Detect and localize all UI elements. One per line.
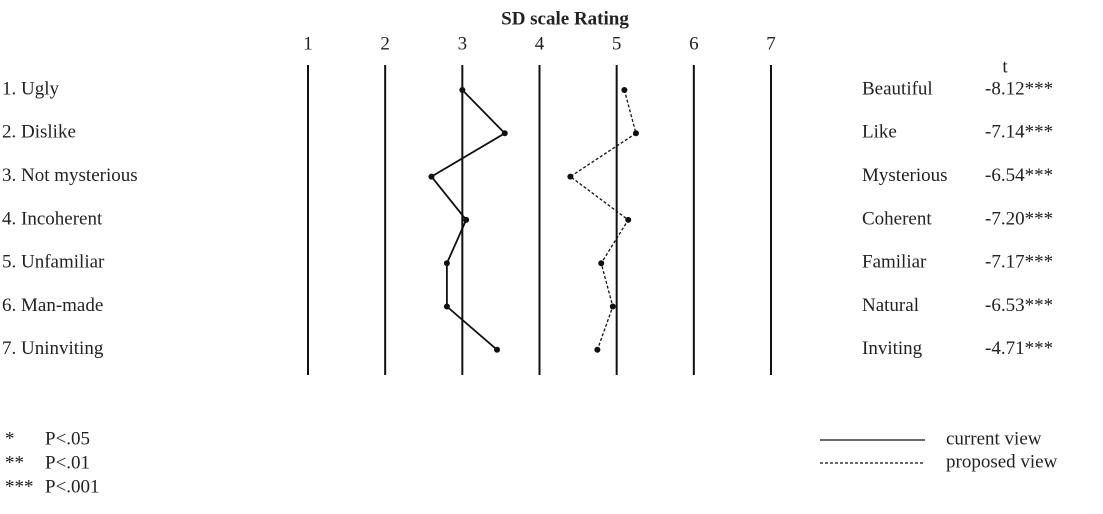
point: [428, 173, 435, 180]
right-label: Natural: [862, 295, 919, 316]
right-label: Coherent: [862, 208, 932, 229]
point: [621, 87, 628, 93]
point: [494, 346, 501, 353]
t-value: -4.71***: [985, 338, 1053, 359]
left-label: 7. Uninviting: [2, 338, 104, 359]
right-label: Inviting: [862, 338, 923, 359]
point: [501, 130, 508, 137]
x-tick-label: 5: [612, 33, 622, 54]
right-label: Familiar: [862, 252, 927, 273]
t-value: -7.17***: [985, 252, 1053, 273]
note-symbol: *: [5, 428, 15, 449]
left-label: 4. Incoherent: [2, 208, 103, 229]
note-text: P<.01: [45, 452, 90, 473]
t-header: t: [1002, 56, 1008, 77]
t-value: -6.54***: [985, 165, 1053, 186]
right-label: Beautiful: [862, 78, 933, 99]
left-label: 6. Man-made: [2, 295, 103, 316]
right-label: Like: [862, 122, 897, 143]
t-value: -7.20***: [985, 208, 1053, 229]
point: [443, 303, 450, 310]
left-label: 5. Unfamiliar: [2, 252, 105, 273]
x-tick-label: 4: [535, 33, 545, 54]
x-tick-label: 6: [689, 33, 699, 54]
point: [625, 216, 632, 223]
x-tick-label: 7: [766, 33, 776, 54]
note-symbol: ***: [5, 476, 34, 497]
point: [609, 303, 616, 310]
t-value: -8.12***: [985, 78, 1053, 99]
left-label: 1. Ugly: [2, 78, 60, 99]
t-value: -7.14***: [985, 122, 1053, 143]
point: [594, 346, 601, 353]
point: [459, 87, 466, 93]
point: [443, 260, 450, 267]
point: [463, 216, 470, 223]
x-tick-label: 3: [458, 33, 468, 54]
x-tick-label: 2: [380, 33, 390, 54]
t-value: -6.53***: [985, 295, 1053, 316]
legend-label: current view: [946, 428, 1042, 449]
legend-label: proposed view: [946, 451, 1058, 472]
note-symbol: **: [5, 452, 24, 473]
point: [632, 130, 639, 137]
chart-title: SD scale Rating: [501, 8, 629, 29]
right-label: Mysterious: [862, 165, 948, 186]
note-text: P<.001: [45, 476, 100, 497]
left-label: 3. Not mysterious: [2, 165, 138, 186]
point: [598, 260, 605, 267]
left-label: 2. Dislike: [2, 122, 76, 143]
note-text: P<.05: [45, 428, 90, 449]
point: [567, 173, 574, 180]
x-tick-label: 1: [303, 33, 313, 54]
